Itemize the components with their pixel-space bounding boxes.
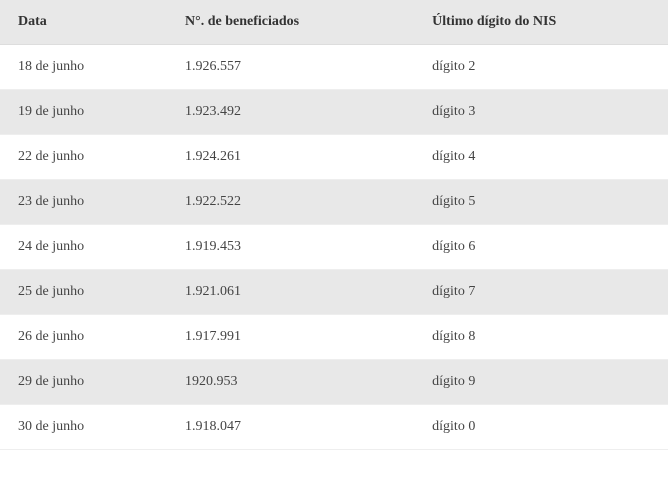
cell-data: 23 de junho [0,180,167,225]
cell-data: 24 de junho [0,225,167,270]
table-row: 22 de junho 1.924.261 dígito 4 [0,135,668,180]
cell-data: 30 de junho [0,405,167,450]
col-header-beneficiados: N°. de beneficiados [167,0,414,45]
table-row: 24 de junho 1.919.453 dígito 6 [0,225,668,270]
cell-beneficiados: 1.918.047 [167,405,414,450]
col-header-nis: Último dígito do NIS [414,0,668,45]
table-header-row: Data N°. de beneficiados Último dígito d… [0,0,668,45]
cell-data: 26 de junho [0,315,167,360]
cell-beneficiados: 1920.953 [167,360,414,405]
col-header-data: Data [0,0,167,45]
cell-nis: dígito 5 [414,180,668,225]
cell-beneficiados: 1.919.453 [167,225,414,270]
cell-nis: dígito 0 [414,405,668,450]
cell-nis: dígito 6 [414,225,668,270]
cell-data: 19 de junho [0,90,167,135]
table-row: 19 de junho 1.923.492 dígito 3 [0,90,668,135]
cell-beneficiados: 1.923.492 [167,90,414,135]
schedule-table: Data N°. de beneficiados Último dígito d… [0,0,668,450]
cell-nis: dígito 3 [414,90,668,135]
cell-beneficiados: 1.922.522 [167,180,414,225]
table-row: 18 de junho 1.926.557 dígito 2 [0,45,668,90]
cell-nis: dígito 2 [414,45,668,90]
cell-data: 22 de junho [0,135,167,180]
cell-beneficiados: 1.926.557 [167,45,414,90]
cell-beneficiados: 1.917.991 [167,315,414,360]
table-row: 26 de junho 1.917.991 dígito 8 [0,315,668,360]
cell-beneficiados: 1.921.061 [167,270,414,315]
cell-nis: dígito 7 [414,270,668,315]
cell-nis: dígito 9 [414,360,668,405]
cell-nis: dígito 4 [414,135,668,180]
table-row: 25 de junho 1.921.061 dígito 7 [0,270,668,315]
table-row: 29 de junho 1920.953 dígito 9 [0,360,668,405]
cell-nis: dígito 8 [414,315,668,360]
cell-data: 25 de junho [0,270,167,315]
table-row: 23 de junho 1.922.522 dígito 5 [0,180,668,225]
cell-beneficiados: 1.924.261 [167,135,414,180]
cell-data: 18 de junho [0,45,167,90]
table-row: 30 de junho 1.918.047 dígito 0 [0,405,668,450]
cell-data: 29 de junho [0,360,167,405]
